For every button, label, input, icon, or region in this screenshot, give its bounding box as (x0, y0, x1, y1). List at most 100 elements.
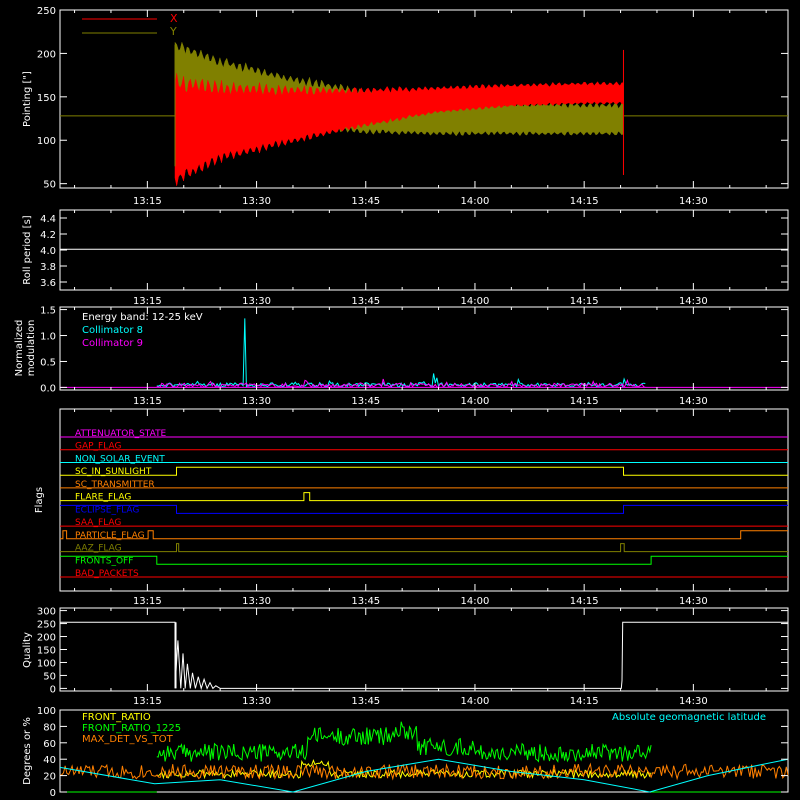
flag-trace (60, 530, 788, 540)
flag-label: BAD_PACKETS (75, 569, 139, 579)
legend-front-ratio: FRONT_RATIO (82, 712, 151, 723)
y-tick-label: 100 (37, 136, 56, 147)
flag-label: ECLIPSE_FLAG (75, 505, 139, 515)
legend-front-ratio-1225: FRONT_RATIO_1225 (82, 723, 181, 734)
y-tick-label: 300 (37, 607, 56, 618)
modulation-series-collimator-9 (156, 378, 646, 389)
x-tick-label: 13:15 (133, 596, 162, 607)
x-tick-label: 14:30 (679, 596, 708, 607)
x-tick-label: 14:00 (461, 196, 490, 207)
y-tick-label: 50 (43, 180, 56, 191)
y-tick-label: 250 (37, 6, 56, 17)
x-tick-label: 13:30 (242, 596, 271, 607)
x-tick-label: 13:30 (242, 396, 271, 407)
x-tick-label: 13:30 (242, 696, 271, 707)
legend-collimator-9: Collimator 9 (82, 338, 143, 349)
ratios-ylabel: Degrees or % (22, 717, 33, 785)
pointing-panel: 50 100 150 200 250 13:15 13:30 13:45 14:00 14:15… (22, 6, 789, 207)
geomagnetic-latitude-note: Absolute geomagnetic latitude (612, 712, 766, 723)
x-tick-label: 13:15 (133, 296, 162, 307)
x-tick-label: 14:30 (679, 396, 708, 407)
flag-label: SC_IN_SUNLIGHT (75, 467, 152, 477)
x-tick-label: 14:00 (461, 296, 490, 307)
flag-trace (60, 543, 788, 553)
y-tick-label: 0 (50, 788, 56, 799)
y-tick-label: 4.0 (40, 246, 56, 257)
quality-block (175, 622, 177, 689)
x-tick-label: 13:15 (133, 396, 162, 407)
front-ratio-1225-series (156, 721, 652, 763)
y-tick-label: 1.5 (40, 306, 56, 317)
pointing-frame (59, 9, 789, 189)
flag-label: ATTENUATOR_STATE (75, 429, 167, 439)
modulation-panel: 0.0 0.5 1.0 1.5 13:15 13:30 13:45 14:00 14:15 14… (14, 306, 789, 407)
energy-band-annotation: Energy band: 12-25 keV (82, 312, 203, 323)
y-tick-label: 50 (43, 671, 56, 682)
y-tick-label: 150 (37, 93, 56, 104)
x-tick-label: 13:45 (351, 396, 380, 407)
y-tick-label: 80 (43, 722, 56, 733)
quality-ylabel: Quality (22, 632, 33, 668)
legend-collimator-8: Collimator 8 (82, 325, 143, 336)
flag-label: AAZ_FLAG (75, 544, 122, 554)
x-tick-label: 14:15 (570, 396, 599, 407)
x-tick-label: 14:00 (461, 696, 490, 707)
modulation-frame (59, 306, 789, 391)
x-tick-label: 14:30 (679, 196, 708, 207)
max-det-vs-tot-series (59, 762, 789, 781)
y-tick-label: 200 (37, 633, 56, 644)
x-tick-label: 13:15 (133, 196, 162, 207)
x-tick-label: 13:15 (133, 696, 162, 707)
y-tick-label: 200 (37, 49, 56, 60)
flags-ylabel: Flags (34, 487, 45, 513)
modulation-ylabel-line2: modulation (26, 320, 37, 377)
flag-label: GAP_FLAG (75, 442, 121, 452)
y-tick-label: 1.0 (40, 332, 56, 343)
y-tick-label: 4.4 (40, 214, 56, 225)
modulation-ylabel-line1: Normalized (14, 320, 25, 377)
roll-ylabel: Roll period [s] (22, 215, 33, 284)
flags-panel: ATTENUATOR_STATE GAP_FLAG NON_SOLAR_EVENT S… (34, 408, 789, 607)
legend-max-det-vs-tot: MAX_DET_VS_TOT (82, 734, 174, 745)
x-tick-label: 13:45 (351, 696, 380, 707)
flag-label: SC_TRANSMITTER (75, 480, 155, 490)
x-tick-label: 14:00 (461, 596, 490, 607)
x-tick-label: 14:15 (570, 596, 599, 607)
y-tick-label: 100 (37, 706, 56, 717)
y-tick-label: 4.2 (40, 230, 56, 241)
geomagnetic-latitude-series (59, 758, 789, 793)
flags-frame (59, 408, 789, 592)
legend-x-label: X (170, 12, 178, 25)
flag-trace (60, 492, 788, 502)
x-tick-label: 13:30 (242, 296, 271, 307)
x-tick-label: 13:45 (351, 596, 380, 607)
flag-label: FRONTS_OFF (75, 556, 133, 566)
y-tick-label: 150 (37, 646, 56, 657)
y-tick-label: 0 (50, 684, 56, 695)
x-tick-label: 14:00 (461, 396, 490, 407)
ratios-panel: 0 20 40 60 80 100 Degrees or % FRONT_RATIO FR… (22, 706, 789, 799)
x-tick-label: 13:45 (351, 196, 380, 207)
y-tick-label: 0.0 (40, 383, 56, 394)
y-tick-label: 250 (37, 620, 56, 631)
x-tick-label: 13:30 (242, 196, 271, 207)
legend-y-label: Y (169, 25, 177, 38)
flag-label: PARTICLE_FLAG (75, 531, 145, 541)
flag-label: SAA_FLAG (75, 518, 121, 528)
quality-line (60, 621, 788, 691)
x-tick-label: 14:15 (570, 196, 599, 207)
x-tick-label: 14:15 (570, 696, 599, 707)
y-tick-label: 20 (43, 772, 56, 783)
y-tick-label: 3.8 (40, 262, 56, 273)
x-tick-label: 14:30 (679, 696, 708, 707)
x-tick-label: 14:15 (570, 296, 599, 307)
pointing-ylabel: Pointing ["] (22, 71, 33, 127)
y-tick-label: 3.6 (40, 278, 56, 289)
ratios-frame (59, 709, 789, 793)
flag-trace (60, 555, 788, 565)
y-tick-label: 100 (37, 658, 56, 669)
x-tick-label: 14:30 (679, 296, 708, 307)
flag-trace (60, 466, 788, 476)
